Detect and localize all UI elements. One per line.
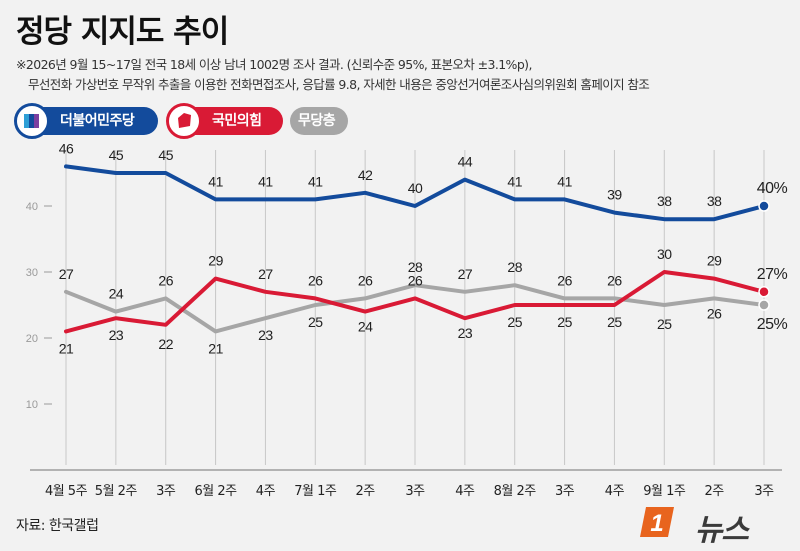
data-label-dem: 41: [308, 173, 323, 189]
data-label-none: 26: [557, 272, 572, 288]
data-label-dem: 40%: [757, 180, 788, 197]
data-point-ppp: [758, 286, 770, 298]
x-tick-label: 3주: [555, 484, 575, 499]
data-label-none: 26: [607, 272, 622, 288]
data-point-none: [758, 299, 770, 311]
legend-item-dem: 더불어민주당: [14, 103, 158, 139]
x-tick-label: 3주: [754, 484, 774, 499]
x-tick-label: 4주: [605, 484, 625, 499]
source-note: 자료: 한국갤럽: [16, 518, 99, 534]
data-label-ppp: 21: [59, 340, 74, 356]
data-label-ppp: 26: [408, 272, 423, 288]
data-label-none: 25: [308, 314, 323, 330]
x-tick-label: 7월 1주: [294, 484, 337, 499]
data-label-ppp: 23: [458, 325, 473, 341]
x-tick-label: 9월 1주: [643, 484, 686, 499]
data-label-ppp: 30: [657, 246, 672, 262]
data-label-dem: 45: [158, 147, 173, 163]
x-tick-label: 6월 2주: [195, 484, 238, 499]
data-label-dem: 44: [458, 154, 473, 170]
data-label-dem: 38: [707, 193, 722, 209]
y-tick-label: 10: [26, 399, 38, 411]
data-label-ppp: 24: [358, 319, 373, 335]
data-label-ppp: 22: [158, 336, 173, 352]
brand-text: 뉴스: [694, 513, 749, 548]
data-label-ppp: 25: [507, 314, 522, 330]
data-label-none: 24: [109, 286, 124, 302]
legend-item-ppp: 국민의힘: [166, 103, 283, 139]
legend-label-ppp: 국민의힘: [212, 113, 262, 129]
data-label-none: 27: [458, 266, 473, 282]
x-tick-label: 4월 5주: [45, 484, 88, 499]
data-label-none: 25: [657, 316, 672, 332]
data-label-dem: 41: [557, 173, 572, 189]
x-tick-label: 8월 2주: [494, 484, 537, 499]
data-label-none: 28: [507, 259, 522, 275]
data-label-none: 23: [258, 327, 273, 343]
x-tick-label: 2주: [356, 484, 376, 499]
data-label-dem: 45: [109, 147, 124, 163]
legend-label-none: 무당층: [298, 113, 336, 129]
data-label-ppp: 25: [557, 314, 572, 330]
data-label-ppp: 23: [109, 327, 124, 343]
data-label-ppp: 29: [707, 253, 722, 269]
x-tick-label: 3주: [156, 484, 176, 499]
data-label-none: 26: [707, 305, 722, 321]
data-label-dem: 41: [208, 173, 223, 189]
data-label-dem: 41: [258, 173, 273, 189]
legend-item-none: 무당층: [290, 107, 348, 135]
data-label-ppp: 26: [308, 272, 323, 288]
data-label-dem: 46: [59, 140, 74, 156]
series-line-dem: [64, 164, 766, 222]
news1-logo: 뉴스 1: [640, 503, 790, 548]
x-tick-label: 5월 2주: [95, 484, 138, 499]
data-label-none: 26: [158, 272, 173, 288]
x-tick-label: 2주: [705, 484, 725, 499]
x-tick-label: 4주: [455, 484, 475, 499]
data-label-ppp: 25: [607, 314, 622, 330]
data-label-dem: 38: [657, 193, 672, 209]
data-label-ppp: 27%: [757, 266, 788, 283]
y-tick-label: 40: [26, 201, 38, 213]
brand-badge-text: 1: [650, 510, 663, 537]
survey-note-line1: ※2026년 9월 15~17일 전국 18세 이상 남녀 1002명 조사 결…: [16, 57, 532, 72]
data-label-none: 27: [59, 266, 74, 282]
ppp-logo-icon: [166, 103, 202, 139]
dem-logo-icon: [14, 103, 50, 139]
x-tick-label: 4주: [256, 484, 276, 499]
data-label-none: 21: [208, 340, 223, 356]
legend-label-dem: 더불어민주당: [60, 113, 135, 129]
data-label-ppp: 27: [258, 266, 273, 282]
data-label-dem: 40: [408, 180, 423, 196]
data-label-dem: 39: [607, 187, 622, 203]
data-label-none: 26: [358, 272, 373, 288]
data-label-none: 25%: [757, 316, 788, 333]
x-tick-label: 3주: [405, 484, 425, 499]
data-label-dem: 42: [358, 167, 373, 183]
y-tick-label: 30: [26, 267, 38, 279]
survey-note-line2: 무선전화 가상번호 무작위 추출을 이용한 전화면접조사, 응답률 9.8, 자…: [28, 77, 650, 92]
data-point-dem: [758, 200, 770, 212]
data-label-none: 28: [408, 259, 423, 275]
chart-title: 정당 지지도 추이: [16, 14, 229, 50]
data-label-dem: 41: [507, 173, 522, 189]
brand-badge-icon: 1: [640, 507, 674, 537]
data-label-ppp: 29: [208, 253, 223, 269]
y-tick-label: 20: [26, 333, 38, 345]
series-line-ppp: [64, 270, 766, 334]
